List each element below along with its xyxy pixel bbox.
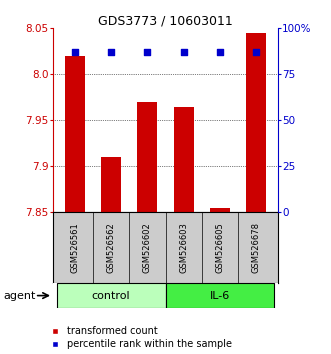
Bar — [166, 283, 274, 308]
Bar — [137, 102, 157, 212]
Text: IL-6: IL-6 — [210, 291, 230, 301]
Bar — [174, 107, 194, 212]
Point — [145, 50, 150, 55]
Legend: transformed count, percentile rank within the sample: transformed count, percentile rank withi… — [51, 326, 232, 349]
Bar — [246, 33, 266, 212]
Title: GDS3773 / 10603011: GDS3773 / 10603011 — [98, 14, 233, 27]
Text: GSM526678: GSM526678 — [252, 222, 261, 273]
Text: GSM526562: GSM526562 — [107, 222, 116, 273]
Bar — [101, 157, 121, 212]
Text: GSM526602: GSM526602 — [143, 222, 152, 273]
Bar — [210, 208, 230, 212]
Text: control: control — [92, 291, 130, 301]
Bar — [65, 56, 85, 212]
Text: GSM526561: GSM526561 — [70, 222, 79, 273]
Point — [108, 50, 114, 55]
Text: GSM526603: GSM526603 — [179, 222, 188, 273]
Point — [217, 50, 223, 55]
Text: GSM526605: GSM526605 — [215, 222, 224, 273]
Point — [72, 50, 77, 55]
Point — [181, 50, 186, 55]
Point — [254, 50, 259, 55]
Bar — [57, 283, 166, 308]
Text: agent: agent — [3, 291, 36, 301]
